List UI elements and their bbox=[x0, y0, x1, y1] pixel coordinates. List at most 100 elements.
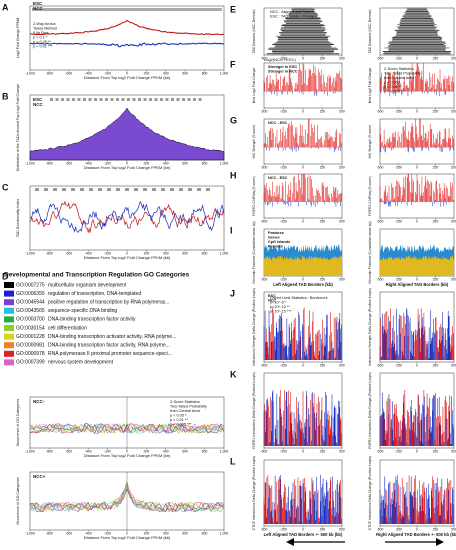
legend-label: NCC+ bbox=[33, 474, 46, 479]
x-tick-label: 200 bbox=[144, 531, 150, 535]
x-axis-label: Right Aligned TAD Borders (kb) bbox=[386, 282, 449, 287]
go-label: DNA-binding transcription factor activit… bbox=[48, 343, 170, 349]
sig-bar bbox=[116, 98, 119, 101]
x-tick-label: -500 bbox=[377, 449, 384, 453]
y-axis-label: HiC Strength (5 score) bbox=[252, 125, 256, 159]
x-tick-label: -500 bbox=[261, 527, 268, 531]
plot-frame bbox=[29, 5, 225, 71]
go-swatch bbox=[4, 290, 14, 297]
sig-bar bbox=[134, 188, 138, 191]
sig-bar bbox=[193, 98, 196, 101]
sig-bar bbox=[66, 98, 70, 101]
x-tick-label: -400 bbox=[85, 531, 92, 535]
x-tick-label: 500 bbox=[451, 277, 456, 281]
legend-label: Repeats bbox=[268, 245, 283, 249]
x-tick-label: 600 bbox=[182, 71, 188, 75]
x-tick-label: 200 bbox=[144, 449, 150, 453]
trace bbox=[29, 42, 225, 48]
sig-bar bbox=[125, 188, 129, 191]
go-label: multicellular organism development bbox=[48, 282, 127, 288]
sig-bar bbox=[83, 98, 86, 101]
x-tick-label: 0 bbox=[416, 109, 418, 113]
sig-bar bbox=[138, 98, 141, 101]
go-label: nervous system development bbox=[48, 360, 114, 366]
sig-bar bbox=[88, 98, 92, 101]
sig-bar bbox=[98, 188, 102, 191]
sig-bar bbox=[107, 188, 111, 191]
sig-bar bbox=[71, 188, 75, 191]
x-tick-label: -800 bbox=[46, 449, 53, 453]
note: 5 kb Bins bbox=[33, 31, 49, 35]
x-tick-label: -500 bbox=[261, 165, 268, 169]
x-tick-label: -500 bbox=[377, 109, 384, 113]
x-tick-label: 500 bbox=[451, 109, 456, 113]
go-swatch bbox=[4, 350, 14, 357]
x-tick-label: -250 bbox=[280, 449, 287, 453]
x-tick-label: 250 bbox=[320, 56, 326, 60]
x-tick-label: -250 bbox=[280, 109, 287, 113]
x-axis-label: Left Aligned TAD Borders +- 500 kb (kb) bbox=[264, 532, 343, 537]
x-tick-label: 0 bbox=[126, 251, 128, 255]
y-axis-label: Bins Log2 Fold Change bbox=[252, 68, 256, 104]
go-swatch bbox=[4, 342, 14, 349]
panel-letter: A bbox=[2, 2, 9, 12]
sig-bar bbox=[143, 98, 147, 101]
x-tick-label: 0 bbox=[416, 219, 418, 223]
x-tick-label: 500 bbox=[451, 449, 456, 453]
x-tick-label: 500 bbox=[339, 165, 345, 169]
panel-letter: G bbox=[230, 115, 237, 125]
x-tick-label: -200 bbox=[104, 71, 111, 75]
note: ESC : TAD Border Changes bbox=[270, 15, 317, 19]
sig-bar bbox=[62, 188, 66, 191]
sig-bar bbox=[179, 188, 183, 191]
x-tick-label: -250 bbox=[280, 165, 287, 169]
x-tick-label: -600 bbox=[65, 161, 72, 165]
x-tick-label: -250 bbox=[395, 277, 402, 281]
go-label: DNA-binding transcription factor activit… bbox=[48, 317, 136, 323]
x-tick-label: -1,000 bbox=[25, 449, 35, 453]
sig-bar bbox=[80, 188, 84, 191]
x-tick-label: -500 bbox=[377, 165, 384, 169]
x-tick-label: 0 bbox=[126, 161, 128, 165]
panel-letter: C bbox=[2, 182, 9, 192]
x-tick-label: -250 bbox=[395, 449, 402, 453]
x-tick-label: 1,000 bbox=[220, 251, 229, 255]
y-axis-label: HiC Strength (5 score) bbox=[368, 125, 372, 159]
note: p<10^-10 ** bbox=[270, 305, 290, 309]
x-tick-label: 0 bbox=[126, 449, 128, 453]
x-tick-label: 500 bbox=[339, 109, 345, 113]
sig-bar bbox=[161, 188, 165, 191]
y-axis-label: Genomic Features (Cumulative mean bp) bbox=[368, 221, 372, 283]
sig-bar bbox=[170, 188, 174, 191]
x-tick-label: -500 bbox=[377, 277, 384, 281]
sig-bar bbox=[53, 188, 57, 191]
go-label: cell differentiation bbox=[48, 325, 87, 331]
x-tick-label: 1,000 bbox=[220, 531, 229, 535]
x-tick-label: -500 bbox=[261, 363, 268, 367]
note: p < 0.01 *** bbox=[33, 45, 53, 49]
x-tick-label: 600 bbox=[182, 161, 188, 165]
sig-bar bbox=[127, 98, 130, 101]
x-tick-label: 250 bbox=[320, 449, 326, 453]
x-tick-label: 400 bbox=[163, 531, 169, 535]
legend-label: NCC - ESC bbox=[268, 176, 288, 180]
y-axis-label: TAD Domains (NCC Derived) bbox=[368, 9, 372, 53]
sig-bar bbox=[35, 188, 39, 191]
x-axis-label: Distance From Top log2 Fold Change FPKM … bbox=[84, 75, 171, 80]
legend-label: Genes bbox=[268, 236, 280, 240]
sig-bar bbox=[132, 98, 136, 101]
sig-bar bbox=[50, 98, 53, 101]
sig-bar bbox=[32, 8, 222, 11]
x-tick-label: 0 bbox=[126, 71, 128, 75]
panel-letter: E bbox=[230, 4, 236, 14]
sig-bar bbox=[143, 188, 147, 191]
bottom-arrows bbox=[286, 538, 444, 546]
x-tick-label: 250 bbox=[320, 527, 326, 531]
x-tick-label: 500 bbox=[451, 363, 456, 367]
legend-label: NCC bbox=[33, 6, 43, 11]
go-label: regulation of transcription, DNA-templat… bbox=[48, 291, 141, 297]
note: Two-Tailed Probability bbox=[170, 405, 207, 409]
x-tick-label: 400 bbox=[163, 449, 169, 453]
legend-label: Stronger in ESC bbox=[268, 65, 297, 69]
go-swatch bbox=[4, 316, 14, 323]
